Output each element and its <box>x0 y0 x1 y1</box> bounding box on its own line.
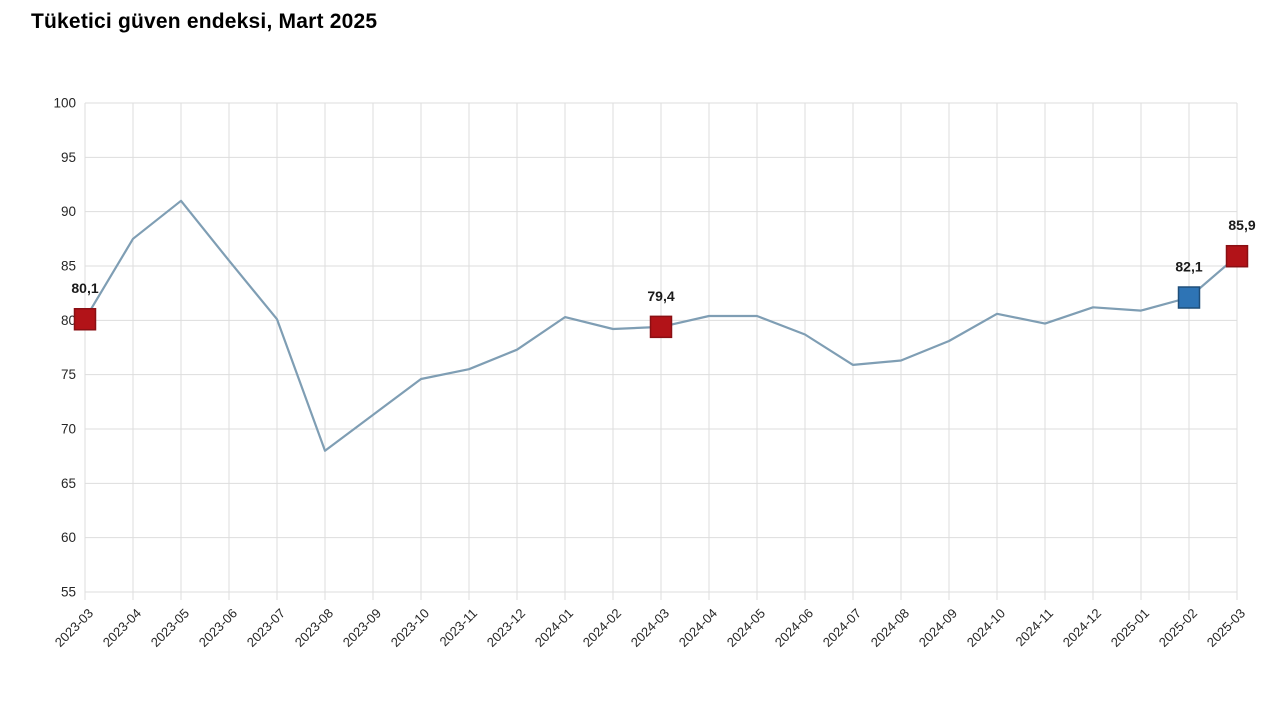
svg-text:2025-02: 2025-02 <box>1156 606 1200 650</box>
svg-text:70: 70 <box>61 422 76 437</box>
data-label: 79,4 <box>647 288 674 304</box>
highlight-marker <box>73 307 97 331</box>
svg-text:2024-05: 2024-05 <box>724 606 768 650</box>
svg-text:2023-11: 2023-11 <box>436 606 480 650</box>
svg-text:2024-04: 2024-04 <box>676 606 720 650</box>
svg-text:2023-07: 2023-07 <box>244 606 288 650</box>
svg-text:2024-03: 2024-03 <box>628 606 672 650</box>
data-label: 82,1 <box>1175 259 1202 275</box>
svg-text:2023-06: 2023-06 <box>196 606 240 650</box>
highlight-markers <box>73 244 1249 339</box>
highlight-marker <box>1177 286 1201 309</box>
svg-text:55: 55 <box>61 585 76 600</box>
data-label: 80,1 <box>71 280 98 296</box>
svg-text:65: 65 <box>61 476 76 491</box>
gridlines <box>84 102 1238 600</box>
svg-text:85: 85 <box>61 259 76 274</box>
svg-text:2024-06: 2024-06 <box>772 606 816 650</box>
y-axis-labels: 55 60 65 70 75 80 85 90 95 100 <box>53 96 76 600</box>
svg-text:100: 100 <box>53 96 76 111</box>
svg-text:2024-08: 2024-08 <box>868 606 912 650</box>
svg-text:2023-08: 2023-08 <box>292 606 336 650</box>
highlight-marker <box>649 315 673 339</box>
svg-text:2023-12: 2023-12 <box>484 606 528 650</box>
svg-text:80: 80 <box>61 313 76 328</box>
svg-text:2024-07: 2024-07 <box>820 606 864 650</box>
svg-text:2025-01: 2025-01 <box>1108 606 1152 650</box>
svg-text:2024-09: 2024-09 <box>916 606 960 650</box>
svg-text:2023-03: 2023-03 <box>52 606 96 650</box>
svg-text:2024-01: 2024-01 <box>532 606 576 650</box>
svg-text:2023-10: 2023-10 <box>388 606 432 650</box>
data-label: 85,9 <box>1228 217 1255 233</box>
svg-text:2023-09: 2023-09 <box>340 606 384 650</box>
svg-text:2024-10: 2024-10 <box>964 606 1008 650</box>
svg-text:2024-02: 2024-02 <box>580 606 624 650</box>
svg-text:60: 60 <box>61 530 76 545</box>
chart-title: Tüketici güven endeksi, Mart 2025 <box>31 10 378 33</box>
svg-text:2023-04: 2023-04 <box>100 606 144 650</box>
svg-text:2024-12: 2024-12 <box>1060 606 1104 650</box>
highlight-marker <box>1225 244 1249 268</box>
svg-text:95: 95 <box>61 150 76 165</box>
svg-text:2023-05: 2023-05 <box>148 606 192 650</box>
svg-text:90: 90 <box>61 204 76 219</box>
svg-text:75: 75 <box>61 367 76 382</box>
svg-text:2024-11: 2024-11 <box>1012 606 1056 650</box>
data-labels: 80,1 79,4 82,1 85,9 <box>71 217 1255 304</box>
x-axis-labels: 2023-03 2023-04 2023-05 2023-06 2023-07 2023-… <box>52 606 1248 650</box>
svg-text:2025-03: 2025-03 <box>1204 606 1248 650</box>
